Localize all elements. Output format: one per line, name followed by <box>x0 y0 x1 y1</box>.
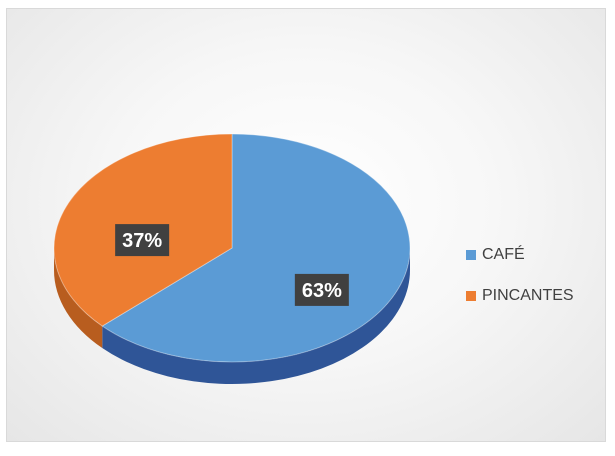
legend: CAFÉ PINCANTES <box>466 244 574 326</box>
pie-side-0 <box>102 248 410 384</box>
legend-item-cafe: CAFÉ <box>466 244 574 266</box>
data-label-1: 37% <box>115 224 170 257</box>
legend-swatch-cafe <box>466 250 476 260</box>
legend-swatch-pincantes <box>466 291 476 301</box>
legend-label-pincantes: PINCANTES <box>482 287 574 304</box>
pie-side-1 <box>53 248 103 349</box>
legend-item-pincantes: PINCANTES <box>466 285 574 307</box>
data-label-text-1: 37% <box>122 230 162 252</box>
data-label-text-0: 63% <box>302 280 342 302</box>
data-label-0: 63% <box>294 273 349 306</box>
legend-label-cafe: CAFÉ <box>482 246 525 263</box>
